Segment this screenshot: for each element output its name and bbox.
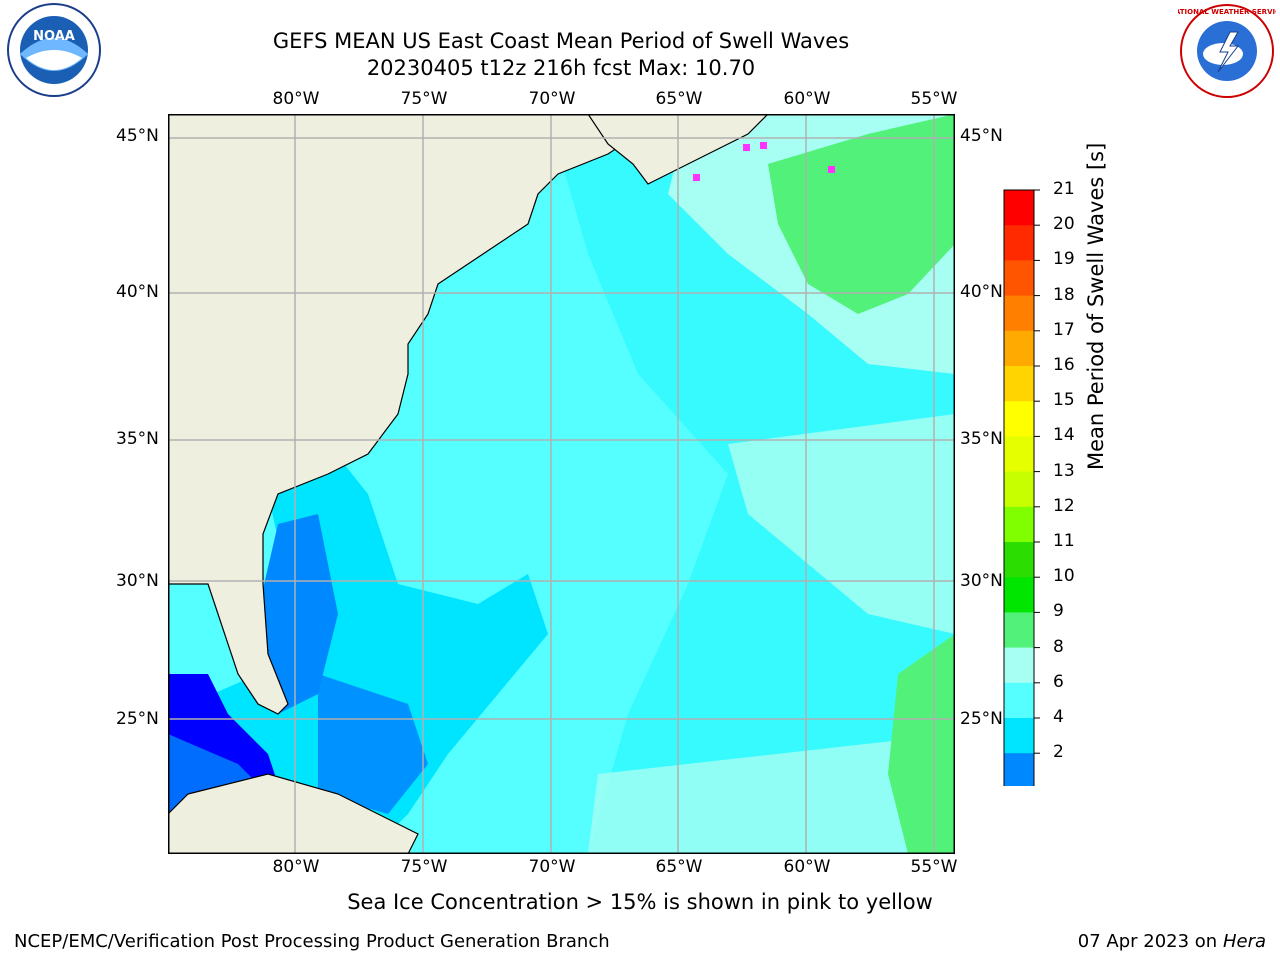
colorbar-tick-label: 9	[1053, 601, 1064, 622]
colorbar-segment	[1004, 718, 1034, 754]
colorbar-segment	[1004, 225, 1034, 261]
colorbar-tick-label: 11	[1053, 531, 1075, 551]
colorbar-tick-label: 20	[1053, 214, 1075, 235]
colorbar-segment	[1004, 577, 1034, 613]
ocean-long-period-central	[728, 414, 955, 634]
colorbar-segment	[1004, 190, 1034, 226]
colorbar-tick-label: 21	[1053, 179, 1075, 199]
footer-date-text: 07 Apr 2023 on	[1077, 931, 1223, 952]
colorbar-segment	[1004, 295, 1034, 332]
sea-ice-marker	[760, 142, 767, 149]
lat-label-right-35n: 35°N	[960, 429, 1003, 449]
lon-label-bottom-80w: 80°W	[272, 857, 320, 877]
lon-label-top-80w: 80°W	[272, 89, 320, 109]
lon-label-top-65w: 65°W	[655, 89, 703, 109]
lon-label-bottom-60w: 60°W	[783, 857, 831, 877]
lat-label-left-30n: 30°N	[116, 571, 159, 591]
colorbar-tick-label: 2	[1053, 742, 1064, 763]
nws-logo: NATIONAL WEATHER SERVICE	[1169, 2, 1280, 100]
lat-label-left-40n: 40°N	[116, 282, 159, 302]
lat-label-left-25n: 25°N	[116, 709, 159, 729]
lon-label-top-75w: 75°W	[400, 89, 448, 109]
lat-label-left-45n: 45°N	[116, 126, 159, 146]
lon-label-bottom-65w: 65°W	[655, 857, 703, 877]
svg-text:NATIONAL WEATHER SERVICE: NATIONAL WEATHER SERVICE	[1178, 8, 1276, 16]
lon-label-top-60w: 60°W	[783, 89, 831, 109]
colorbar-segment	[1004, 753, 1034, 786]
swell-period-map	[168, 114, 955, 854]
colorbar-tick-label: 6	[1053, 671, 1064, 692]
lon-label-top-70w: 70°W	[528, 89, 576, 109]
colorbar-frame	[1003, 189, 1035, 786]
chart-title: GEFS MEAN US East Coast Mean Period of S…	[272, 29, 850, 53]
lat-label-right-30n: 30°N	[960, 571, 1003, 591]
colorbar-tick-label: 8	[1053, 636, 1064, 657]
map-frame	[168, 114, 955, 854]
graticule	[168, 114, 955, 854]
colorbar-segment	[1004, 506, 1034, 543]
colorbar-tick-label: 18	[1053, 284, 1075, 305]
footer-host: Hera	[1222, 931, 1266, 952]
cuba-land	[168, 773, 419, 854]
sea-ice-marker	[828, 166, 835, 173]
lat-label-right-40n: 40°N	[960, 282, 1003, 302]
colorbar-segment	[1004, 682, 1034, 719]
colorbar-segment	[1004, 612, 1034, 649]
lat-label-right-45n: 45°N	[960, 126, 1003, 146]
green-patch-northeast	[768, 114, 955, 314]
colorbar-segment	[1004, 647, 1034, 684]
bahamas-blue-region	[318, 674, 428, 814]
green-patch-southeast	[888, 634, 955, 854]
colorbar-segment	[1004, 330, 1034, 367]
colorbar-segment	[1004, 471, 1034, 508]
lat-label-left-35n: 35°N	[116, 429, 159, 449]
colorbar-tick-label: 16	[1053, 355, 1075, 375]
footer-date: 07 Apr 2023 on Hera	[1078, 931, 1266, 952]
colorbar-segment	[1004, 542, 1034, 578]
colorbar-tick-label: 15	[1053, 390, 1075, 411]
lon-label-bottom-70w: 70°W	[528, 857, 576, 877]
colorbar-tick-label: 4	[1053, 707, 1064, 727]
lon-label-bottom-75w: 75°W	[400, 857, 448, 877]
noaa-logo: NOAA	[6, 2, 102, 98]
colorbar-segment	[1004, 436, 1034, 473]
ocean-long-period-south	[588, 734, 955, 854]
colorbar-tick-label: 17	[1053, 319, 1075, 340]
colorbar	[1003, 189, 1040, 786]
sea-ice-note: Sea Ice Concentration > 15% is shown in …	[347, 890, 933, 914]
colorbar-tick-label: 12	[1053, 495, 1075, 516]
colorbar-label: Mean Period of Swell Waves [s]	[1084, 142, 1108, 470]
colorbar-segment	[1004, 366, 1034, 402]
svg-text:NOAA: NOAA	[33, 29, 75, 44]
lon-label-bottom-55w: 55°W	[910, 857, 958, 877]
lat-label-right-25n: 25°N	[960, 709, 1003, 729]
lon-label-top-55w: 55°W	[910, 89, 958, 109]
footer-credit: NCEP/EMC/Verification Post Processing Pr…	[14, 931, 610, 952]
colorbar-tick-label: 19	[1053, 249, 1075, 270]
chart-subtitle: 20230405 t12z 216h fcst Max: 10.70	[366, 56, 756, 80]
colorbar-tick-label: 10	[1053, 566, 1075, 587]
sea-ice-marker	[743, 144, 750, 151]
colorbar-segment	[1004, 260, 1034, 297]
colorbar-tick-label: 13	[1053, 460, 1075, 481]
us-east-coast-land	[168, 114, 649, 715]
colorbar-segment	[1004, 401, 1034, 437]
sea-ice-marker	[693, 174, 700, 181]
colorbar-tick-label: 14	[1053, 425, 1075, 446]
